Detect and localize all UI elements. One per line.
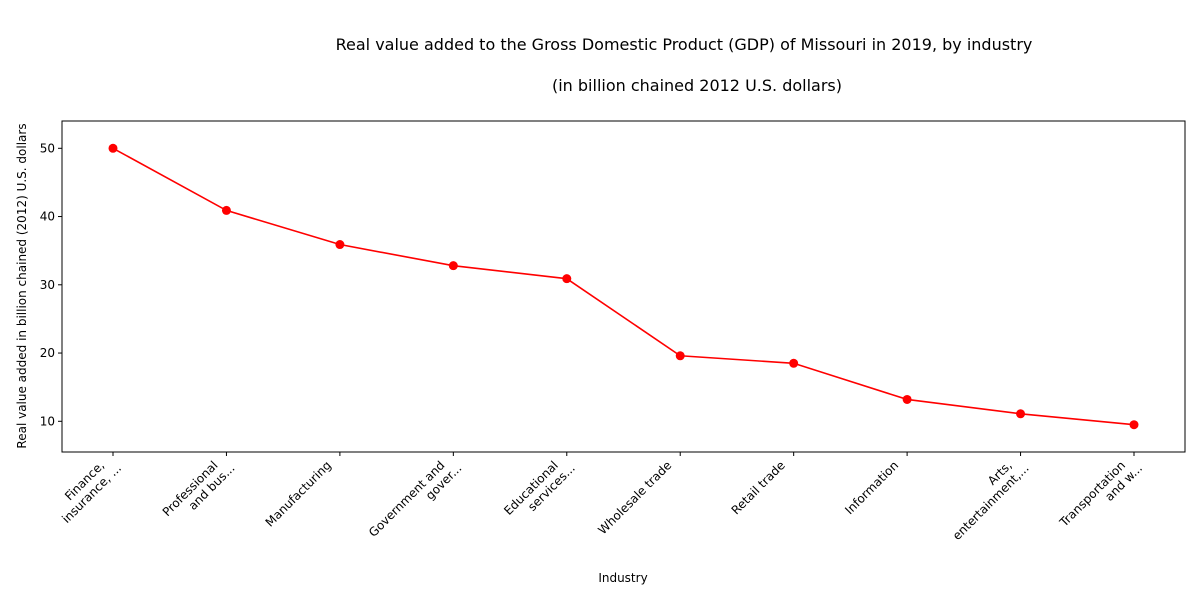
y-axis-label: Real value added in billion chained (201… — [15, 123, 29, 448]
data-point — [448, 261, 458, 271]
x-tick-label: Professionaland bus... — [160, 451, 238, 529]
y-axis-ticks: 10 20 30 40 50 — [40, 141, 62, 428]
x-tick-label: Educationalservices... — [501, 451, 578, 528]
data-point — [1016, 409, 1026, 419]
data-point — [221, 205, 231, 215]
data-point — [562, 274, 572, 284]
x-tick-label: Retail trade — [729, 458, 788, 517]
x-tick-label: Manufacturing — [263, 458, 334, 529]
data-point — [902, 394, 912, 404]
plot-area — [61, 120, 1186, 453]
data-points — [108, 143, 1139, 430]
data-point — [1129, 420, 1139, 430]
x-axis-label: Industry — [598, 571, 647, 585]
chart-subtitle: (in billion chained 2012 U.S. dollars) — [552, 76, 842, 95]
y-tick-label: 40 — [40, 210, 55, 224]
data-point — [675, 351, 685, 361]
x-tick-label: Wholesale trade — [595, 458, 674, 537]
x-tick-label: Information — [842, 458, 901, 517]
x-tick-label: Government andgover... — [366, 451, 464, 549]
y-tick-label: 10 — [40, 414, 55, 428]
data-point — [108, 143, 118, 153]
x-tick-label: Arts,entertainment,... — [940, 451, 1032, 543]
y-tick-label: 30 — [40, 278, 55, 292]
data-point — [335, 240, 345, 250]
y-tick-label: 20 — [40, 346, 55, 360]
chart-title: Real value added to the Gross Domestic P… — [336, 35, 1033, 54]
x-axis-ticks: Finance,insurance, ... Professionaland bu… — [49, 451, 1145, 549]
x-tick-label: Transportationand w... — [1056, 451, 1145, 540]
series-line — [112, 147, 1135, 426]
y-tick-label: 50 — [40, 141, 55, 155]
data-point — [789, 358, 799, 368]
x-tick-label: Finance,insurance, ... — [49, 451, 124, 526]
